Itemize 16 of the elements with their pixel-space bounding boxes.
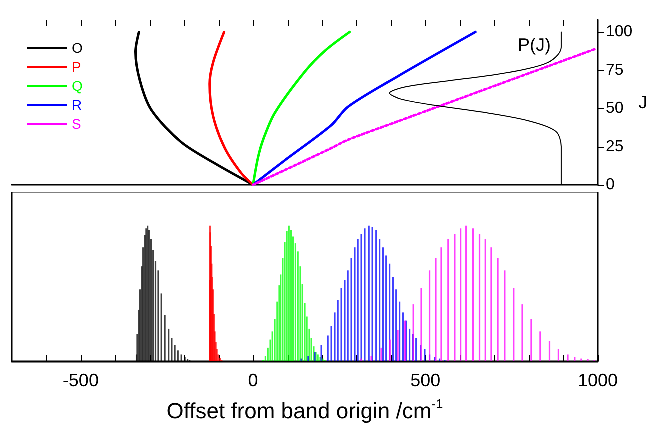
y-tick-label: 25 bbox=[606, 138, 624, 156]
x-tick-label: -500 bbox=[62, 370, 99, 390]
legend-label: R bbox=[72, 97, 82, 113]
y-axis-title: J bbox=[638, 92, 648, 112]
legend-label: Q bbox=[72, 78, 83, 94]
y-tick-label: 100 bbox=[606, 24, 633, 41]
x-tick-label: 500 bbox=[410, 370, 441, 390]
x-tick-label: 1000 bbox=[578, 370, 618, 390]
y-tick-label: 75 bbox=[606, 62, 624, 79]
legend-label: S bbox=[72, 116, 82, 132]
y-tick-label: 50 bbox=[606, 100, 624, 118]
annotation: P(J) bbox=[518, 35, 552, 55]
x-tick-label: 0 bbox=[248, 370, 258, 390]
y-tick-label: 0 bbox=[606, 176, 615, 194]
legend-label: P bbox=[72, 59, 82, 75]
legend-label: O bbox=[72, 40, 83, 56]
